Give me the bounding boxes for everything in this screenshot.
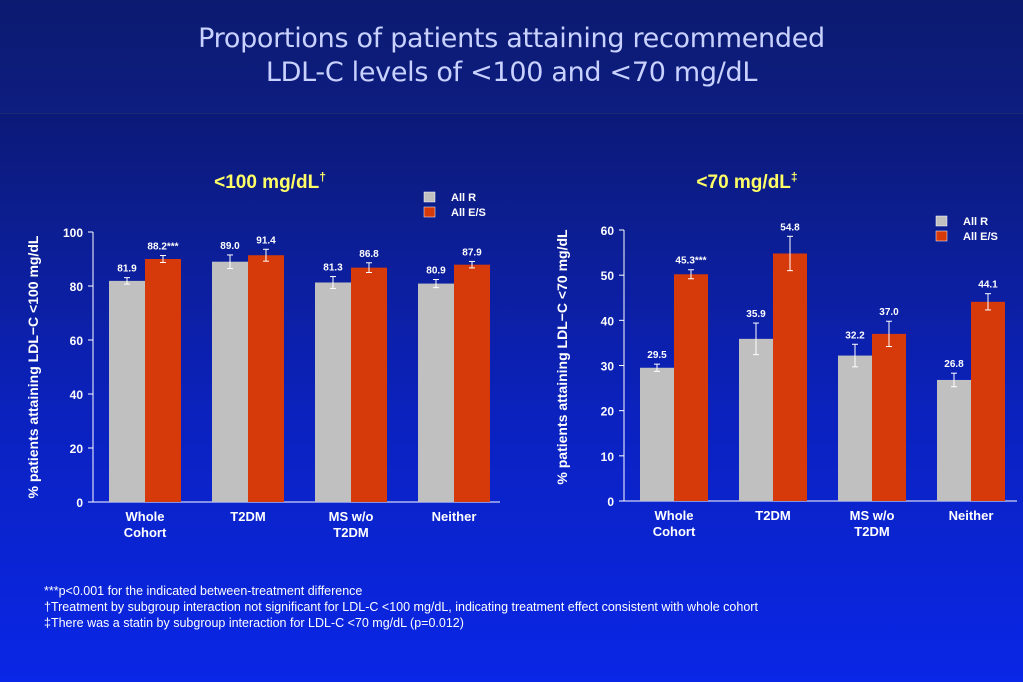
chart-1-y-tick-label: 60 <box>70 334 84 348</box>
chart-1-category-label: T2DM <box>230 509 265 524</box>
chart-2-category-label: Cohort <box>653 524 696 539</box>
chart-2-title: <70 mg/dL‡ <box>696 170 797 193</box>
chart-1-bar-all-es <box>145 259 181 502</box>
chart-2-bar-all-r <box>937 379 971 501</box>
chart-1-category-label: Cohort <box>124 525 167 540</box>
chart-1-bar-all-r <box>109 280 145 502</box>
chart-2-data-label: 29.5 <box>647 350 667 361</box>
chart-1-title: <100 mg/dL† <box>214 170 326 193</box>
chart-2-category-label: MS w/o <box>850 508 895 523</box>
slide-title-line-1: Proportions of patients attaining recomm… <box>198 23 825 54</box>
chart-1-bar-all-es <box>248 255 284 502</box>
chart-2-title-mark: ‡ <box>791 170 798 184</box>
chart-2-legend-label: All E/S <box>963 231 998 243</box>
footnotes: ***p<0.001 for the indicated between-tre… <box>44 583 1004 631</box>
title-band <box>0 0 1023 114</box>
chart-1-legend-swatch-all-r <box>423 191 436 203</box>
chart-1-bar-all-r <box>418 283 454 502</box>
chart-2-category-label: Whole <box>655 508 694 523</box>
footnote-interaction-70: ‡There was a statin by subgroup interact… <box>44 616 464 630</box>
chart-1-data-label: 86.8 <box>359 249 379 260</box>
chart-2-y-tick-label: 40 <box>601 314 615 328</box>
chart-1-y-tick-label: 0 <box>76 496 83 510</box>
chart-2-bar-all-es <box>971 301 1005 501</box>
chart-1-bar-all-r <box>315 282 351 502</box>
chart-2-category-label: T2DM <box>755 508 790 523</box>
chart-2-data-label: 54.8 <box>780 222 800 233</box>
chart-1-data-label: 87.9 <box>462 247 482 258</box>
chart-2-bar-all-es <box>773 253 807 501</box>
footnote-interaction-100: †Treatment by subgroup interaction not s… <box>44 600 758 614</box>
chart-2-bar-all-r <box>838 355 872 501</box>
chart-1-category-label: MS w/o <box>329 509 374 524</box>
chart-2-data-label: 44.1 <box>978 280 998 291</box>
chart-1-y-tick-label: 80 <box>70 280 84 294</box>
chart-2-bar-all-es <box>872 333 906 501</box>
chart-2-y-tick-label: 20 <box>601 405 615 419</box>
chart-1-legend-label: All R <box>451 192 476 204</box>
chart-1-category-label: Whole <box>126 509 165 524</box>
chart-2-category-label: T2DM <box>854 524 889 539</box>
chart-1-legend-label: All E/S <box>451 207 486 219</box>
chart-1-data-label: 81.9 <box>117 264 137 275</box>
chart-1-data-label: 91.4 <box>256 235 276 246</box>
chart-2-data-label: 37.0 <box>879 307 899 318</box>
chart-1-y-tick-label: 100 <box>63 226 83 240</box>
chart-2-bar-all-r <box>640 367 674 501</box>
chart-1-category-label: Neither <box>432 509 477 524</box>
chart-2-legend-swatch-all-r <box>935 215 948 227</box>
chart-1-y-axis-label: % patients attaining LDL−C <100 mg/dL <box>25 235 41 498</box>
chart-2-data-label: 32.2 <box>845 330 865 341</box>
chart-2-bar-all-es <box>674 274 708 501</box>
chart-1-data-label: 81.3 <box>323 263 343 274</box>
chart-2-data-label: 45.3*** <box>675 256 706 267</box>
chart-2-y-tick-label: 0 <box>607 495 614 509</box>
slide-title-line-2: LDL-C levels of <100 and <70 mg/dL <box>265 57 758 88</box>
chart-1-data-label: 88.2*** <box>147 241 178 252</box>
chart-1-y-tick-label: 20 <box>70 442 84 456</box>
chart-1-title-mark: † <box>319 170 326 184</box>
chart-2-y-tick-label: 30 <box>601 360 615 374</box>
chart-1-y-tick-label: 40 <box>70 388 84 402</box>
chart-1-bar-all-es <box>351 267 387 502</box>
chart-2-bar-all-r <box>739 338 773 501</box>
chart-2-y-tick-label: 60 <box>601 224 615 238</box>
chart-1-legend-swatch-all-es <box>423 206 436 218</box>
chart-1-category-label: T2DM <box>333 525 368 540</box>
chart-2-y-axis-label: % patients attaining LDL−C <70 mg/dL <box>554 229 570 485</box>
chart-2-category-label: Neither <box>949 508 994 523</box>
footnote-significance: ***p<0.001 for the indicated between-tre… <box>44 584 363 598</box>
chart-2-y-tick-label: 50 <box>601 269 615 283</box>
chart-2-y-tick-label: 10 <box>601 450 615 464</box>
chart-2-legend-label: All R <box>963 216 988 228</box>
chart-1-bar-all-r <box>212 261 248 502</box>
slide-title: Proportions of patients attaining recomm… <box>0 22 1023 90</box>
chart-2-data-label: 26.8 <box>944 359 964 370</box>
chart-2-legend-swatch-all-es <box>935 230 948 242</box>
chart-1-data-label: 89.0 <box>220 241 240 252</box>
chart-1-bar-all-es <box>454 264 490 502</box>
chart-2-data-label: 35.9 <box>746 309 766 320</box>
chart-1-data-label: 80.9 <box>426 266 446 277</box>
